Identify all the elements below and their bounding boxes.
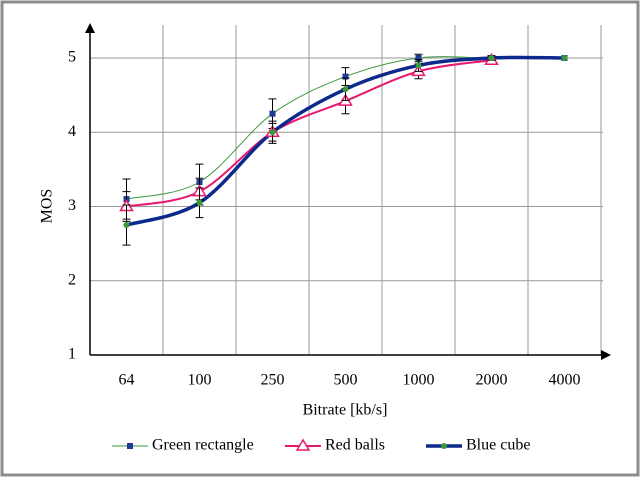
x-tick-label: 4000 [549, 372, 581, 389]
x-tick-label: 64 [119, 372, 135, 389]
y-tick-label: 1 [68, 346, 76, 363]
x-tick-label: 500 [334, 372, 358, 389]
x-tick-label: 250 [261, 372, 285, 389]
y-tick-label: 5 [68, 49, 76, 66]
data-point [415, 55, 422, 61]
legend-label: Blue cube [466, 437, 530, 454]
y-tick-label: 3 [68, 197, 76, 214]
data-point [196, 199, 203, 206]
data-point [123, 222, 130, 229]
y-axis-label: MOS [39, 189, 56, 224]
data-point [269, 110, 276, 117]
legend-label: Red balls [325, 437, 385, 454]
data-point [488, 55, 495, 61]
data-point [269, 129, 276, 136]
data-point [415, 62, 422, 69]
data-point [561, 55, 568, 61]
legend-label: Green rectangle [152, 437, 254, 454]
legend-marker [441, 443, 447, 449]
data-point [342, 73, 349, 80]
y-axis-arrow [85, 23, 95, 33]
x-tick-label: 1000 [403, 372, 435, 389]
y-tick-label: 4 [68, 123, 76, 140]
x-tick-label: 2000 [476, 372, 508, 389]
x-tick-label: 100 [188, 372, 212, 389]
data-point [342, 86, 349, 93]
x-axis-arrow [601, 350, 611, 360]
y-tick-label: 2 [68, 271, 76, 288]
legend-marker [295, 438, 311, 451]
x-axis-label: Bitrate [kb/s] [303, 402, 388, 419]
legend-marker [127, 443, 133, 449]
